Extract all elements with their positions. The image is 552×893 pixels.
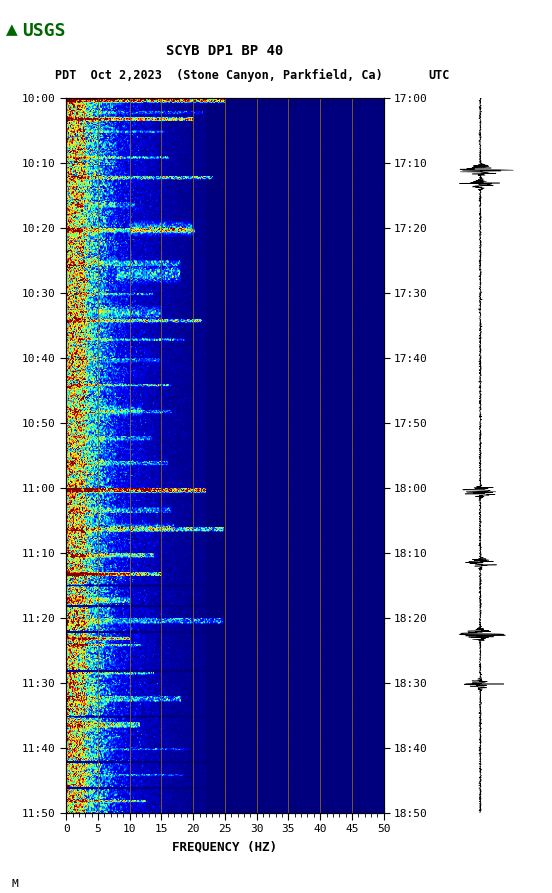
Text: UTC: UTC — [428, 69, 449, 82]
Text: M: M — [11, 879, 18, 889]
Text: USGS: USGS — [22, 22, 66, 40]
Text: PDT  Oct 2,2023  (Stone Canyon, Parkfield, Ca): PDT Oct 2,2023 (Stone Canyon, Parkfield,… — [55, 69, 383, 82]
Text: SCYB DP1 BP 40: SCYB DP1 BP 40 — [166, 44, 284, 58]
X-axis label: FREQUENCY (HZ): FREQUENCY (HZ) — [172, 840, 278, 853]
Text: ▲: ▲ — [6, 22, 17, 38]
